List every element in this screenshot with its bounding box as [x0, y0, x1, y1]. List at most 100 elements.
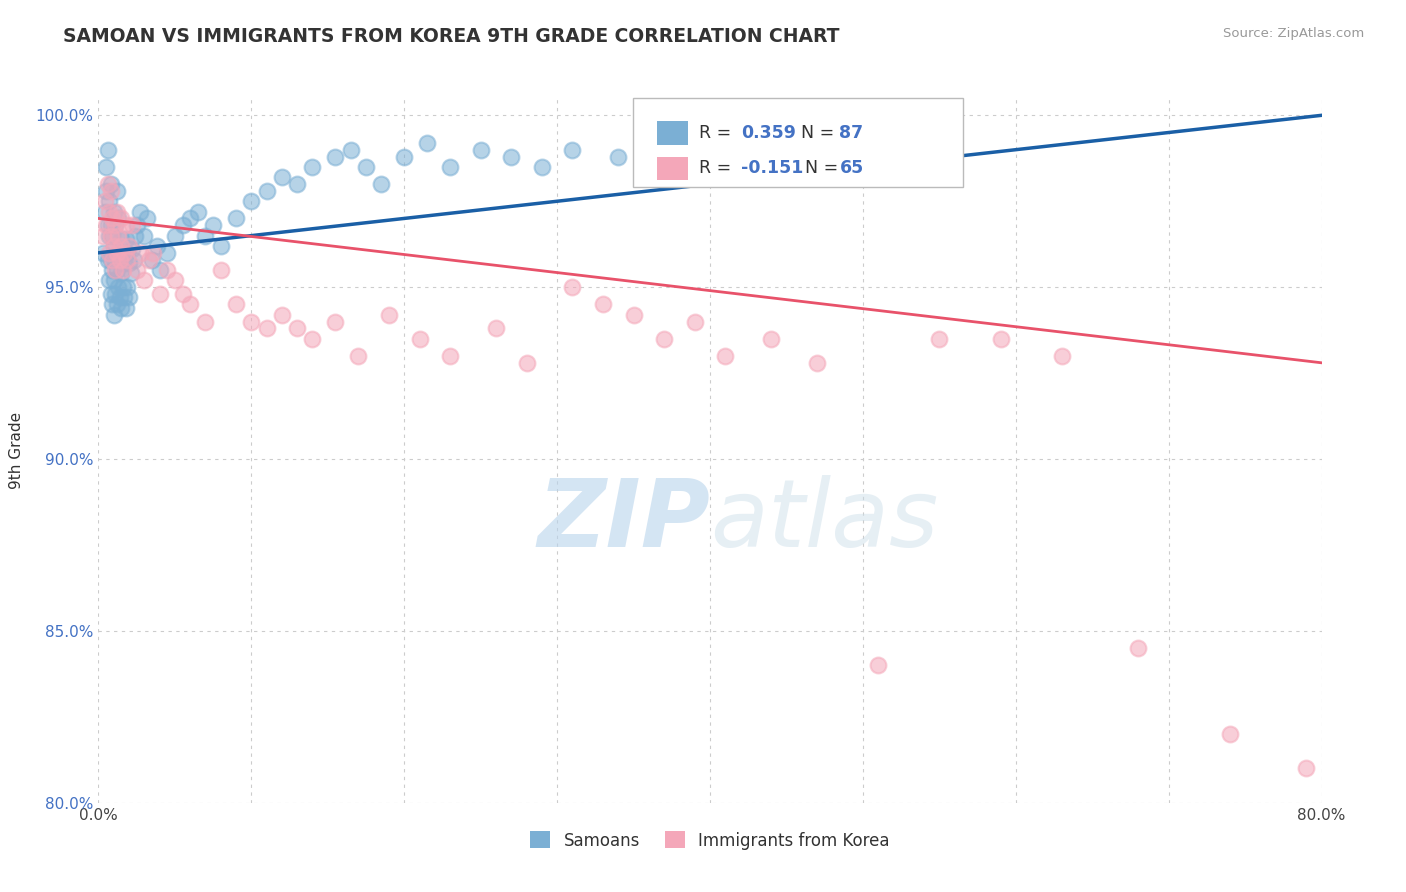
Point [98, 245, 121, 260]
Point [105, 204, 128, 219]
Point [439, 160, 461, 174]
Point [256, 184, 278, 198]
Point [354, 160, 377, 174]
Point [1295, 761, 1317, 775]
Point [134, 273, 156, 287]
Point [97, 219, 120, 233]
Point [325, 314, 347, 328]
Point [124, 228, 146, 243]
Point [163, 228, 186, 243]
Point [270, 308, 292, 322]
Point [209, 239, 232, 253]
Point [408, 332, 430, 346]
Point [103, 239, 125, 253]
Point [94, 184, 117, 198]
Point [928, 332, 950, 346]
Point [93, 194, 115, 209]
Text: 65: 65 [839, 160, 863, 178]
Point [607, 150, 630, 164]
Point [115, 219, 138, 233]
Point [94, 219, 117, 233]
Point [104, 219, 127, 233]
Point [530, 160, 553, 174]
Point [759, 332, 782, 346]
Text: -0.151: -0.151 [741, 160, 803, 178]
Point [100, 177, 122, 191]
Point [652, 332, 675, 346]
Point [187, 204, 209, 219]
Point [256, 321, 278, 335]
Point [1219, 727, 1241, 741]
Point [172, 219, 194, 233]
Point [111, 280, 134, 294]
Point [129, 245, 152, 260]
Point [270, 170, 292, 185]
Point [117, 252, 139, 267]
Point [485, 321, 508, 335]
Point [516, 356, 538, 370]
Point [194, 314, 217, 328]
Point [149, 287, 172, 301]
Point [149, 263, 172, 277]
Point [104, 219, 127, 233]
Legend: Samoans, Immigrants from Korea: Samoans, Immigrants from Korea [522, 823, 898, 858]
Point [122, 252, 145, 267]
Point [107, 245, 129, 260]
Point [117, 280, 139, 294]
Point [623, 308, 645, 322]
Point [439, 349, 461, 363]
Point [416, 136, 439, 150]
Point [104, 263, 127, 277]
Point [101, 252, 124, 267]
Point [98, 273, 121, 287]
Text: N =: N = [794, 160, 844, 178]
Point [105, 263, 128, 277]
Point [100, 287, 122, 301]
Point [120, 267, 142, 281]
Point [103, 204, 125, 219]
Point [110, 267, 132, 281]
Point [339, 143, 361, 157]
Point [301, 332, 323, 346]
Point [897, 160, 920, 174]
Point [97, 252, 120, 267]
Point [103, 308, 125, 322]
Point [652, 136, 675, 150]
Point [112, 245, 135, 260]
Point [683, 314, 706, 328]
Point [104, 287, 127, 301]
Point [378, 308, 401, 322]
Point [179, 297, 201, 311]
Point [225, 297, 247, 311]
Point [91, 245, 114, 260]
Text: SAMOAN VS IMMIGRANTS FROM KOREA 9TH GRADE CORRELATION CHART: SAMOAN VS IMMIGRANTS FROM KOREA 9TH GRAD… [63, 27, 839, 45]
Point [108, 256, 131, 270]
Point [101, 297, 124, 311]
Point [370, 177, 392, 191]
Point [110, 239, 132, 253]
Point [108, 252, 131, 267]
Point [138, 252, 160, 267]
Point [107, 228, 129, 243]
Point [128, 204, 150, 219]
Point [125, 263, 148, 277]
Point [285, 321, 308, 335]
Point [101, 211, 124, 226]
Point [105, 184, 128, 198]
Point [194, 228, 217, 243]
Point [97, 177, 120, 191]
Point [714, 349, 737, 363]
Point [240, 194, 263, 209]
Point [103, 239, 125, 253]
Point [94, 160, 117, 174]
Point [759, 150, 782, 164]
Point [105, 297, 128, 311]
Point [118, 291, 141, 305]
Point [134, 228, 156, 243]
Point [347, 349, 370, 363]
Point [112, 291, 135, 305]
Point [179, 211, 201, 226]
Point [107, 211, 129, 226]
Text: R =: R = [699, 124, 737, 142]
Point [110, 211, 132, 226]
